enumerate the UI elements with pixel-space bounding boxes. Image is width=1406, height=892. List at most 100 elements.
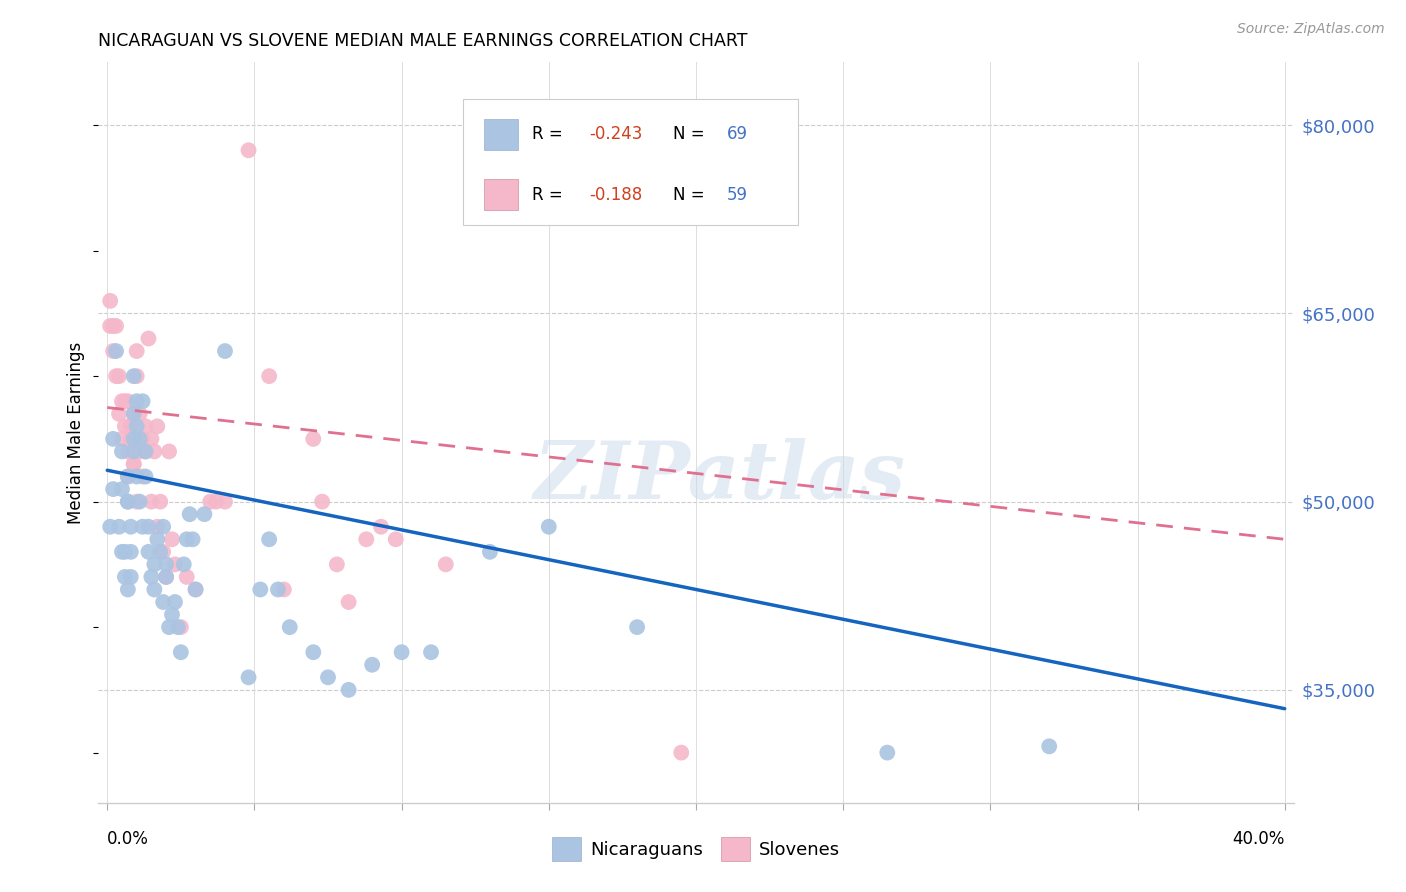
Point [157, 444, 180, 458]
Point [125, 344, 148, 359]
Point [117, 494, 139, 508]
Text: R =: R = [533, 186, 568, 203]
Point [111, 432, 134, 446]
Point [184, 582, 207, 597]
Point [143, 582, 166, 597]
Point [128, 494, 150, 508]
Point [160, 607, 183, 622]
Point [146, 533, 169, 547]
Text: 40.0%: 40.0% [1232, 830, 1285, 848]
Text: 69: 69 [727, 125, 748, 144]
Point [125, 494, 148, 508]
Point [117, 494, 139, 508]
Point [134, 444, 156, 458]
Text: Source: ZipAtlas.com: Source: ZipAtlas.com [1237, 22, 1385, 37]
Point [117, 444, 139, 458]
Point [173, 558, 195, 572]
Point [337, 595, 360, 609]
Point [120, 570, 142, 584]
Point [105, 369, 128, 384]
Point [537, 520, 560, 534]
Point [167, 620, 190, 634]
Point [361, 657, 384, 672]
Point [384, 533, 406, 547]
Point [170, 620, 193, 634]
Point [152, 545, 174, 559]
Y-axis label: Median Male Earnings: Median Male Earnings [67, 342, 86, 524]
Point [311, 494, 333, 508]
Point [163, 558, 186, 572]
Point [163, 595, 186, 609]
Point [420, 645, 443, 659]
Point [157, 620, 180, 634]
Point [671, 746, 693, 760]
Point [111, 444, 134, 458]
Point [105, 344, 128, 359]
Point [146, 419, 169, 434]
Point [134, 419, 156, 434]
Point [108, 520, 131, 534]
Point [108, 369, 131, 384]
Point [238, 143, 260, 157]
Point [125, 419, 148, 434]
Point [114, 570, 136, 584]
Text: ZIPatlas: ZIPatlas [534, 438, 905, 516]
Point [125, 469, 148, 483]
Point [200, 494, 222, 508]
Point [120, 419, 142, 434]
Text: R =: R = [533, 125, 568, 144]
Point [131, 394, 153, 409]
Point [125, 394, 148, 409]
Point [111, 482, 134, 496]
Point [273, 582, 295, 597]
Point [143, 444, 166, 458]
Point [176, 570, 198, 584]
Point [149, 494, 172, 508]
Point [391, 645, 413, 659]
Point [111, 394, 134, 409]
Point [181, 533, 204, 547]
Point [98, 318, 121, 333]
Point [302, 645, 325, 659]
Point [128, 407, 150, 421]
FancyBboxPatch shape [485, 119, 517, 150]
Point [134, 444, 156, 458]
Text: N =: N = [673, 186, 710, 203]
Point [170, 645, 193, 659]
Point [155, 570, 177, 584]
Point [146, 520, 169, 534]
Point [434, 558, 457, 572]
Point [278, 620, 301, 634]
Point [122, 444, 145, 458]
Point [267, 582, 290, 597]
Point [152, 595, 174, 609]
Point [117, 394, 139, 409]
Point [478, 545, 501, 559]
Point [134, 469, 156, 483]
Point [101, 432, 124, 446]
Point [122, 407, 145, 421]
Point [302, 432, 325, 446]
Point [316, 670, 339, 684]
Point [160, 533, 183, 547]
Point [117, 469, 139, 483]
Point [141, 494, 163, 508]
Text: 59: 59 [727, 186, 748, 203]
Point [101, 344, 124, 359]
Point [205, 494, 228, 508]
Point [122, 407, 145, 421]
Text: -0.188: -0.188 [589, 186, 643, 203]
Point [114, 394, 136, 409]
Point [138, 545, 160, 559]
Point [249, 582, 271, 597]
Point [105, 318, 128, 333]
Point [117, 582, 139, 597]
Point [131, 469, 153, 483]
Point [120, 545, 142, 559]
Point [101, 318, 124, 333]
Point [176, 533, 198, 547]
Point [141, 432, 163, 446]
Point [155, 570, 177, 584]
Point [128, 444, 150, 458]
Point [337, 682, 360, 697]
